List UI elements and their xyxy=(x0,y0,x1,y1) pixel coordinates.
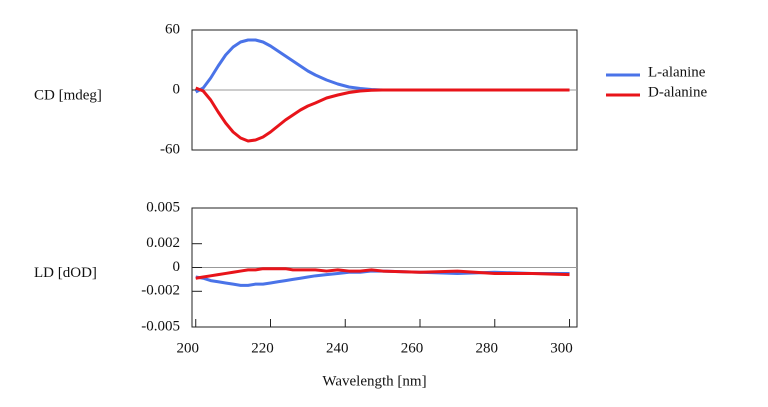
x-tick-label: 200 xyxy=(176,340,199,356)
y-tick-label: -0.005 xyxy=(141,318,180,334)
y-tick-label: -0.002 xyxy=(141,283,180,299)
y-axis-label: CD [mdeg] xyxy=(34,87,102,103)
y-tick-label: 0 xyxy=(173,81,181,97)
x-tick-label: 260 xyxy=(401,340,424,356)
legend-label: D-alanine xyxy=(648,84,707,100)
data-line xyxy=(195,38,570,94)
x-tick-label: 300 xyxy=(550,340,573,356)
y-axis-label: LD [dOD] xyxy=(34,265,97,281)
y-tick-label: 60 xyxy=(165,21,180,37)
y-tick-label: 0.002 xyxy=(146,235,180,251)
x-tick-label: 240 xyxy=(326,340,349,356)
data-line xyxy=(195,267,570,280)
y-tick-label: -60 xyxy=(160,141,180,157)
y-tick-label: 0.005 xyxy=(146,199,180,215)
x-tick-label: 220 xyxy=(251,340,274,356)
y-tick-label: 0 xyxy=(173,259,181,275)
x-tick-label: 280 xyxy=(476,340,499,356)
legend-label: L-alanine xyxy=(648,64,706,80)
data-line xyxy=(195,86,570,143)
x-axis-label: Wavelength [nm] xyxy=(322,373,426,389)
